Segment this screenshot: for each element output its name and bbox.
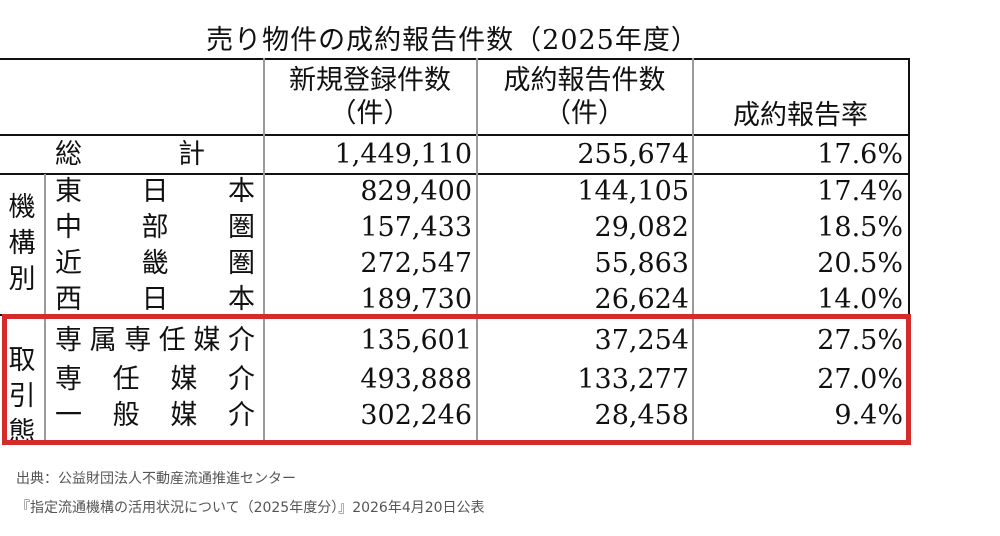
table-cell-new-listings: 135,601 bbox=[360, 325, 472, 356]
table-row-label: 西日本 bbox=[55, 284, 255, 315]
header-contracts-unit: （件） bbox=[544, 98, 625, 129]
table-cell-new-listings: 493,888 bbox=[360, 364, 472, 395]
table-row-label: 一般媒介 bbox=[55, 400, 255, 431]
table-cell-rate: 27.0% bbox=[817, 364, 903, 395]
header-contracts: 成約報告件数 bbox=[503, 65, 666, 96]
header-rate: 成約報告率 bbox=[733, 100, 868, 131]
total-row-label: 総計 bbox=[55, 139, 205, 170]
total-separator bbox=[0, 173, 910, 175]
table-cell-new-listings: 189,730 bbox=[360, 284, 472, 315]
table-cell-rate: 17.4% bbox=[817, 176, 903, 207]
table-cell-contracts: 133,277 bbox=[577, 364, 689, 395]
table-cell-contracts: 37,254 bbox=[594, 325, 689, 356]
table-cell-contracts: 55,863 bbox=[594, 248, 689, 279]
table-row-label: 専任媒介 bbox=[55, 364, 255, 395]
header-new-listings: 新規登録件数 bbox=[289, 65, 451, 96]
table-border-top bbox=[0, 58, 910, 60]
table-row-label: 専属専任媒介 bbox=[55, 325, 255, 356]
col-divider-3 bbox=[692, 58, 694, 443]
group-label-transaction: 取 引 態 bbox=[8, 345, 36, 443]
header-new-listings-unit: （件） bbox=[329, 98, 411, 129]
col-divider-2 bbox=[476, 58, 478, 443]
group-divider bbox=[44, 174, 46, 443]
source-note: 出典：公益財団法人不動産流通推進センター bbox=[16, 471, 296, 487]
table-cell-rate: 18.5% bbox=[817, 212, 903, 243]
publication-note: 『指定流通機構の活用状況について（2025年度分）』2026年4月20日公表 bbox=[16, 500, 485, 516]
total-new-listings: 1,449,110 bbox=[334, 139, 472, 170]
table-cell-rate: 14.0% bbox=[817, 284, 903, 315]
col-divider-1 bbox=[263, 58, 265, 443]
table-cell-rate: 20.5% bbox=[817, 248, 903, 279]
group-label-organization: 機 構 別 bbox=[8, 192, 36, 295]
table-cell-rate: 27.5% bbox=[817, 325, 903, 356]
table-border-right bbox=[908, 58, 910, 443]
table-row-label: 東日本 bbox=[55, 176, 255, 207]
table-cell-contracts: 29,082 bbox=[594, 212, 689, 243]
table-cell-contracts: 144,105 bbox=[577, 176, 689, 207]
report-table-viewport: 新規登録件数 （件） 成約報告件数 （件） 成約報告率 総計 1,449,110… bbox=[0, 58, 960, 443]
highlight-frame bbox=[2, 314, 911, 445]
table-cell-contracts: 28,458 bbox=[594, 400, 689, 431]
table-row-label: 中部圏 bbox=[55, 212, 255, 243]
table-cell-new-listings: 157,433 bbox=[360, 212, 472, 243]
report-table: 新規登録件数 （件） 成約報告件数 （件） 成約報告率 総計 1,449,110… bbox=[0, 58, 910, 443]
table-cell-new-listings: 302,246 bbox=[360, 400, 472, 431]
total-rate: 17.6% bbox=[817, 139, 903, 170]
table-title: 売り物件の成約報告件数（2025年度） bbox=[206, 25, 699, 56]
table-cell-rate: 9.4% bbox=[834, 400, 903, 431]
table-row-label: 近畿圏 bbox=[55, 248, 255, 279]
header-separator bbox=[0, 134, 910, 136]
table-cell-new-listings: 272,547 bbox=[360, 248, 472, 279]
table-cell-contracts: 26,624 bbox=[594, 284, 689, 315]
total-contracts: 255,674 bbox=[577, 139, 689, 170]
table-cell-new-listings: 829,400 bbox=[360, 176, 472, 207]
